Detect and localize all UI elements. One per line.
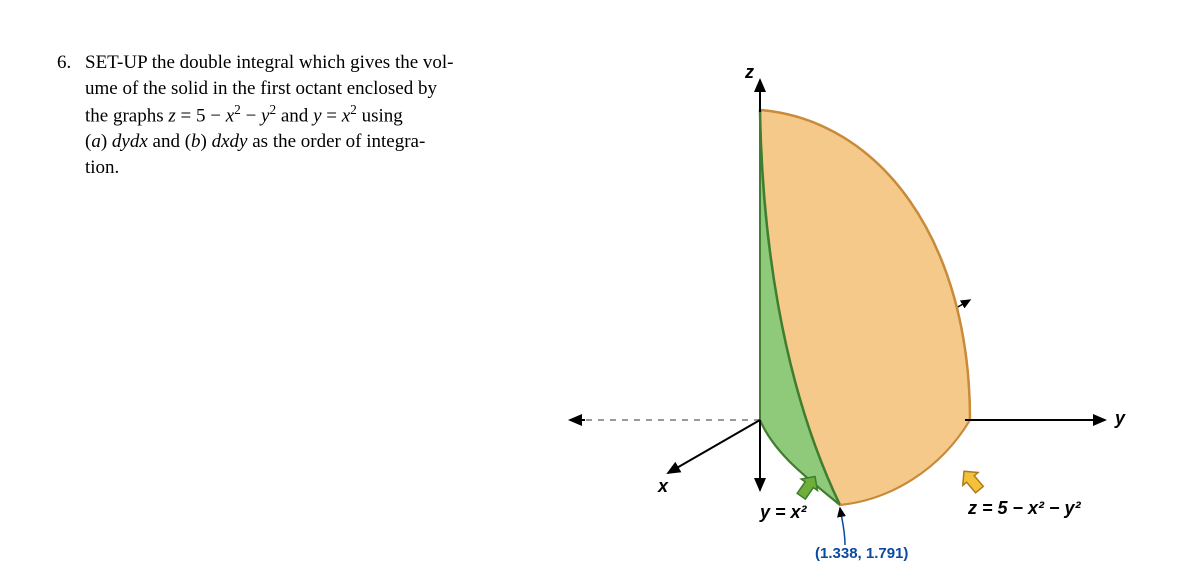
- line2: ume of the solid in the first octant enc…: [85, 78, 437, 99]
- label-intersection-coord: (1.338, 1.791): [815, 545, 908, 562]
- problem-number: 6.: [57, 50, 71, 76]
- axis-label-x: x: [658, 476, 668, 497]
- l4b-mid: ): [201, 131, 212, 152]
- label-y-eq-x2: y = x²: [760, 502, 807, 523]
- eq1-minus: −: [241, 106, 261, 127]
- l4a-letter: a: [91, 131, 101, 152]
- line3-prefix: the graphs: [85, 106, 168, 127]
- figure-svg: [550, 50, 1170, 570]
- problem-text: 6. SET-UP the double integral which give…: [85, 50, 515, 181]
- coord-pointer: [840, 508, 845, 545]
- eq1-eq: = 5 −: [176, 106, 226, 127]
- l4b-letter: b: [191, 131, 201, 152]
- label-z-eq: z = 5 − x² − y²: [968, 498, 1081, 519]
- l4-and: and (: [148, 131, 191, 152]
- eq2-x: x: [342, 106, 350, 127]
- arrow-yellow-icon: [956, 465, 987, 496]
- axis-x-front: [668, 420, 760, 473]
- eq2-y: y: [313, 106, 321, 127]
- eq1-x: x: [226, 106, 234, 127]
- eq1-z: z: [168, 106, 175, 127]
- l4-dxdy: dxdy: [212, 131, 248, 152]
- eq2-eq: =: [322, 106, 342, 127]
- l4a-mid: ): [101, 131, 112, 152]
- axis-label-y: y: [1115, 408, 1125, 429]
- line5: tion.: [85, 157, 119, 178]
- axis-label-z: z: [745, 62, 754, 83]
- l4-suffix: as the order of integra-: [248, 131, 426, 152]
- figure-3d: z y x y = x² z = 5 − x² − y² (1.338, 1.7…: [550, 50, 1170, 570]
- line3-and: and: [276, 106, 313, 127]
- line1: SET-UP the double integral which gives t…: [85, 52, 454, 73]
- line3-suffix: using: [357, 106, 403, 127]
- l4-dydx: dydx: [112, 131, 148, 152]
